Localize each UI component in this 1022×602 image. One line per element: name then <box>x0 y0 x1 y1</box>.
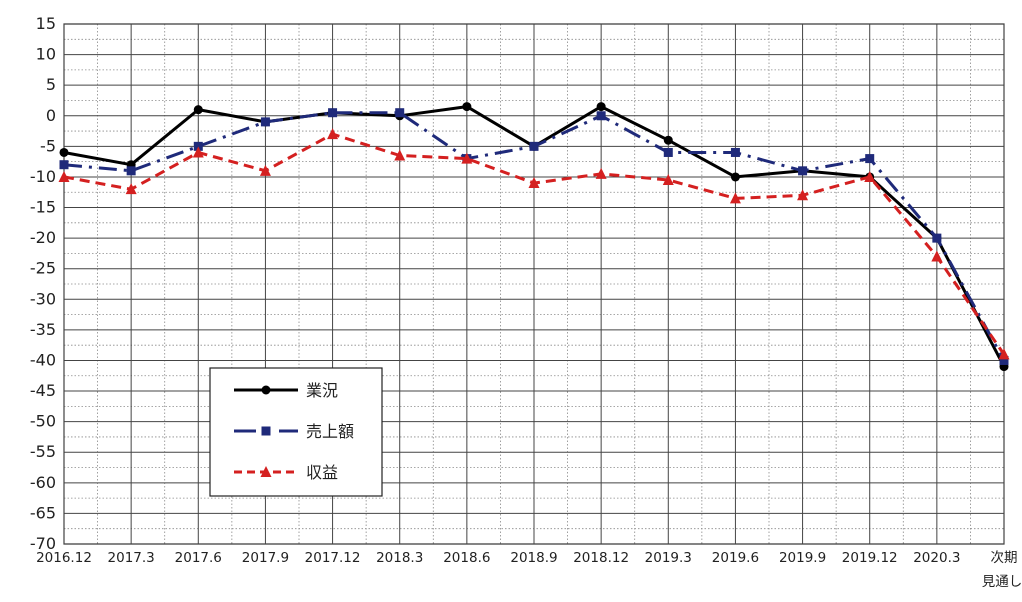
data-point <box>462 102 471 111</box>
y-tick-label: -55 <box>30 442 56 461</box>
y-tick-label: -45 <box>30 381 56 400</box>
data-point <box>664 136 673 145</box>
x-tick-label: 2017.3 <box>108 550 155 566</box>
y-tick-label: -60 <box>30 473 56 492</box>
y-tick-label: 5 <box>46 75 56 94</box>
legend-marker <box>262 386 271 395</box>
data-point <box>60 148 69 157</box>
x-tick-label: 2017.9 <box>242 550 289 566</box>
data-point <box>731 172 740 181</box>
data-point <box>328 108 337 117</box>
data-point <box>60 160 69 169</box>
x-tick-label: 2017.6 <box>175 550 222 566</box>
data-point <box>597 102 606 111</box>
x-axis-ticks: 2016.12 2017.3 2017.6 2017.9 2017.12 2018.3 20… <box>36 550 1022 590</box>
x-tick-label: 2018.3 <box>376 550 423 566</box>
data-point <box>261 117 270 126</box>
y-tick-label: -40 <box>30 350 56 369</box>
x-tick-label: 2018.9 <box>510 550 557 566</box>
legend-label: 収益 <box>306 463 338 482</box>
x-tick-label: 2019.9 <box>779 550 826 566</box>
y-tick-label: -30 <box>30 289 56 308</box>
x-tick-label: 2017.12 <box>305 550 361 566</box>
y-tick-label: -15 <box>30 198 56 217</box>
data-point <box>731 148 740 157</box>
x-tick-sublabel: 見通し <box>982 574 1022 590</box>
y-tick-label: -20 <box>30 228 56 247</box>
data-point <box>395 108 404 117</box>
y-tick-label: -65 <box>30 503 56 522</box>
y-tick-label: -35 <box>30 320 56 339</box>
data-point <box>664 148 673 157</box>
x-tick-label: 2019.6 <box>712 550 759 566</box>
y-tick-label: -25 <box>30 259 56 278</box>
y-axis-ticks: 15 10 5 0 -5 -10 -15 -20 -25 -30 -35 -40 -45 -50 -55 -6… <box>30 14 56 553</box>
data-point <box>865 154 874 163</box>
x-tick-label: 2020.3 <box>913 550 960 566</box>
x-tick-label: 2019.12 <box>842 550 898 566</box>
data-point <box>932 234 941 243</box>
legend-label: 業況 <box>306 381 338 400</box>
y-tick-label: -50 <box>30 412 56 431</box>
data-point <box>194 105 203 114</box>
data-point <box>597 111 606 120</box>
x-tick-label: 2016.12 <box>36 550 92 566</box>
x-tick-label: 2018.6 <box>443 550 490 566</box>
y-tick-label: 0 <box>46 106 56 125</box>
data-point <box>530 142 539 151</box>
data-point <box>798 166 807 175</box>
y-tick-label: -10 <box>30 167 56 186</box>
y-tick-label: 10 <box>36 45 56 64</box>
x-tick-label: 2019.3 <box>645 550 692 566</box>
x-tick-label: 次期 <box>991 550 1018 566</box>
x-tick-label: 2018.12 <box>573 550 629 566</box>
y-tick-label: 15 <box>36 14 56 33</box>
legend-label: 売上額 <box>306 422 354 441</box>
legend-marker <box>262 427 271 436</box>
data-point <box>127 166 136 175</box>
y-tick-label: -5 <box>40 136 56 155</box>
